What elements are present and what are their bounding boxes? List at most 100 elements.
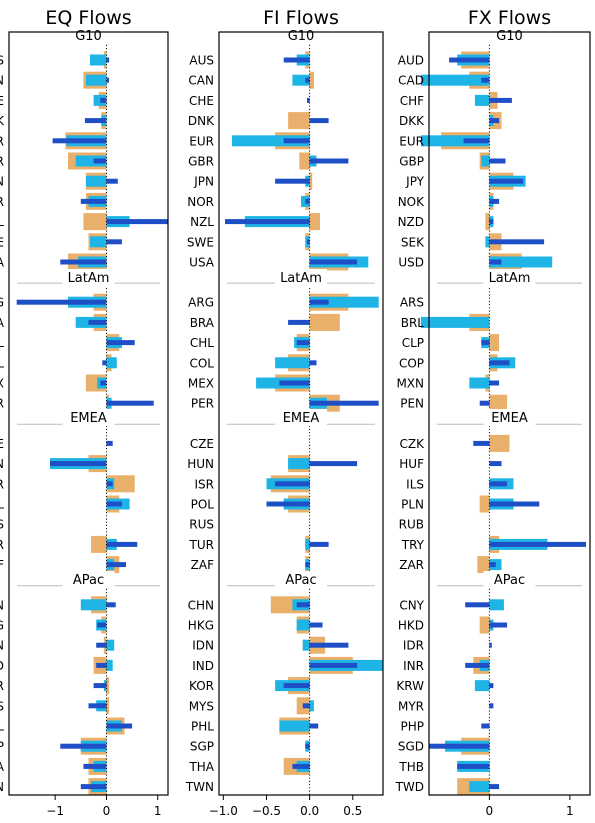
bar-mid-fx-cad (420, 74, 490, 86)
bar-thin-fi-col (309, 360, 317, 366)
bar-mid-eq-aus (90, 54, 107, 66)
bar-thin-fx-zar (489, 562, 496, 568)
x-tick-label-fi-3: 0.5 (343, 804, 362, 818)
bar-mid-eq-idn (106, 639, 115, 651)
x-tick-label-eq-1: 0 (103, 804, 111, 818)
bar-mid-fi-col (275, 357, 310, 369)
row-label-fx-czk: CZK (400, 437, 426, 451)
bar-mid-fi-idn (302, 639, 310, 651)
bar-thin-fi-idn (309, 642, 349, 648)
bar-thin-fi-tur (309, 541, 329, 547)
row-label-eq-nor: NOR (0, 195, 4, 209)
bar-thin-fi-zaf (305, 562, 310, 568)
row-label-fi-tur: TUR (189, 538, 214, 552)
bar-thin-eq-nzl (106, 219, 168, 225)
bar-thin-fx-php (481, 723, 490, 729)
group-label-fx-g10: G10 (496, 29, 523, 44)
row-label-eq-gbr: GBR (0, 155, 4, 169)
bar-thin-fi-gbr (309, 158, 349, 164)
bar-wide-fi-nzl (309, 213, 320, 231)
bar-wide-fx-pen (489, 394, 508, 412)
row-label-fi-zaf: ZAF (191, 558, 214, 572)
bar-wide-fi-jpn (309, 172, 313, 190)
bar-thin-eq-gbr (93, 158, 107, 164)
bar-thin-fx-cad (481, 77, 490, 83)
row-label-fx-php: PHP (401, 720, 425, 734)
bar-mid-fx-brl (420, 316, 490, 328)
bar-thin-fx-nok (489, 198, 500, 204)
bar-thin-fi-dnk (309, 118, 329, 124)
bar-wide-fx-clp (489, 334, 500, 352)
bar-thin-fi-per (309, 400, 379, 406)
bar-wide-fx-czk (489, 434, 510, 452)
bar-thin-fi-eur (283, 138, 310, 144)
row-label-eq-hkg: HKG (0, 619, 4, 633)
panel-fi: FI Flows AUS CAN CHE DNK EUR GBR JPN NOR NZL SWE US… (185, 7, 384, 818)
group-label-bg-eq-0 (62, 27, 115, 44)
bar-thin-eq-sgp (60, 743, 107, 749)
row-label-fi-gbr: GBR (188, 155, 214, 169)
row-label-eq-chn: CHN (0, 598, 4, 612)
row-label-eq-twn: TWN (0, 780, 4, 794)
panel-title-fi: FI Flows (263, 7, 339, 29)
x-tick-label-eq-2: 1 (154, 804, 162, 818)
bar-mid-fx-chf (474, 94, 490, 106)
row-label-fx-aud: AUD (398, 54, 424, 68)
row-label-fx-krw: KRW (396, 679, 424, 693)
row-label-fi-twn: TWN (185, 780, 214, 794)
row-label-eq-che: CHE (0, 94, 4, 108)
group-label-fx-latam: LatAm (489, 271, 531, 286)
row-label-fi-arg: ARG (188, 296, 214, 310)
group-label-eq-latam: LatAm (68, 271, 110, 286)
bar-mid-fx-sek (485, 236, 490, 248)
bar-thin-fx-chf (489, 97, 512, 103)
bar-wide-eq-mys (106, 697, 110, 715)
bar-thin-fx-aud (449, 57, 490, 63)
bar-thin-fi-bra (288, 319, 310, 325)
row-label-fx-cop: COP (399, 356, 424, 370)
bar-wide-fi-gbr (299, 152, 310, 170)
row-label-eq-arg: ARG (0, 296, 4, 310)
row-label-fi-phl: PHL (191, 720, 214, 734)
row-label-eq-eur: EUR (0, 134, 4, 148)
bar-thin-eq-twn (80, 784, 107, 790)
row-label-eq-per: PER (0, 397, 4, 411)
row-label-eq-pol: POL (0, 498, 4, 512)
row-label-fi-kor: KOR (189, 679, 214, 693)
panel-title-eq: EQ Flows (45, 7, 131, 29)
bar-thin-fx-cny (465, 602, 490, 608)
group-label-bg-fi-2 (275, 409, 327, 426)
bar-wide-eq-nzl (83, 213, 107, 231)
x-tick-label-fi-0: −1.0 (209, 804, 238, 818)
bar-thin-fx-hkd (489, 622, 508, 628)
row-label-fx-hkd: HKD (398, 619, 424, 633)
group-label-eq-emea: EMEA (70, 411, 107, 426)
bar-thin-fi-mex (279, 380, 310, 386)
row-label-fi-jpn: JPN (193, 175, 214, 189)
row-label-fx-cny: CNY (399, 598, 424, 612)
bar-thin-eq-hkg (97, 622, 107, 628)
x-tick-label-fi-1: −0.5 (252, 804, 281, 818)
bar-thin-eq-kor (93, 683, 107, 689)
bar-thin-fx-jpy (489, 178, 524, 184)
bar-thin-fi-kor (283, 683, 310, 689)
bar-mid-fx-twd (469, 781, 490, 793)
row-label-fx-nok: NOK (398, 195, 425, 209)
bar-thin-eq-tha (83, 763, 107, 769)
row-label-eq-aus: AUS (0, 54, 4, 68)
bar-thin-fx-krw (489, 683, 494, 689)
bar-thin-fx-usd (489, 259, 502, 265)
row-label-fx-try: TRY (401, 538, 425, 552)
bar-thin-eq-nor (80, 198, 107, 204)
row-label-fx-thb: THB (398, 760, 424, 774)
row-label-fx-sek: SEK (401, 235, 425, 249)
bar-thin-eq-can (106, 77, 110, 83)
row-label-fx-mxn: MXN (396, 377, 424, 391)
bar-thin-fi-nor (305, 198, 310, 204)
bar-thin-eq-phl (106, 723, 133, 729)
bar-thin-fi-mys (302, 703, 310, 709)
row-label-fi-chl: CHL (190, 336, 214, 350)
bar-mid-eq-swe (90, 236, 107, 248)
row-label-eq-usa: USA (0, 256, 5, 270)
